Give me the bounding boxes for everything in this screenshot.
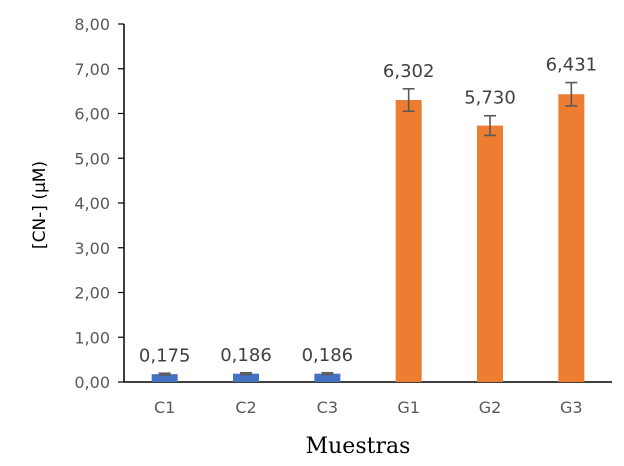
error-bars [158, 81, 578, 376]
data-label-g2: 5,730 [464, 88, 516, 109]
y-axis-title: [CN-] (μM) [30, 161, 50, 249]
y-tick-label: 7,00 [74, 60, 110, 79]
data-label-g1: 6,302 [383, 61, 435, 82]
y-tick-label: 5,00 [74, 149, 110, 168]
data-labels: 0,175 0,186 0,186 6,302 5,730 6,431 [139, 55, 597, 367]
bar-g3 [558, 94, 585, 382]
y-tick-label: 0,00 [74, 373, 110, 392]
y-tick-label: 2,00 [74, 284, 110, 303]
data-label-c1: 0,175 [139, 345, 191, 366]
data-label-c3: 0,186 [302, 345, 354, 366]
bars [151, 94, 585, 383]
bar-c3 [314, 373, 341, 382]
x-tick-label: C3 [317, 398, 338, 417]
x-tick-label: G1 [397, 398, 420, 417]
x-tick-label: G2 [479, 398, 502, 417]
y-tick-label: 1,00 [74, 328, 110, 347]
data-label-c2: 0,186 [220, 345, 272, 366]
bar-g1 [395, 99, 422, 382]
data-label-g3: 6,431 [546, 55, 598, 76]
bar-c2 [233, 373, 259, 382]
y-tick-label: 8,00 [74, 15, 110, 34]
y-axis: 0,00 1,00 2,00 3,00 4,00 5,00 6,00 7,00 8,00 [74, 15, 125, 392]
y-tick-label: 3,00 [74, 239, 110, 258]
y-tick-label: 4,00 [74, 194, 110, 213]
bar-c1 [151, 374, 178, 382]
y-tick-label: 6,00 [74, 105, 110, 124]
x-axis-title: Muestras [306, 434, 411, 459]
x-axis: C1 C2 C3 G1 G2 G3 [124, 381, 612, 417]
x-tick-label: C1 [154, 398, 175, 417]
x-tick-label: C2 [235, 398, 256, 417]
bar-g2 [477, 125, 503, 383]
x-tick-label: G3 [560, 398, 583, 417]
